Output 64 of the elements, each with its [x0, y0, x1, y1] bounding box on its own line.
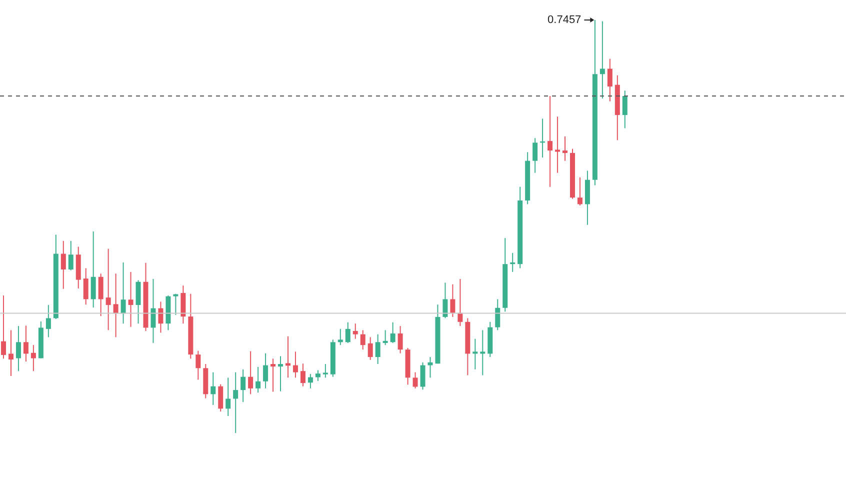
candlestick: [1, 294, 6, 360]
candlestick: [562, 136, 568, 162]
annotation: 0.7457: [548, 14, 582, 26]
candlestick: [173, 293, 178, 316]
candlestick: [226, 377, 231, 417]
candlestick: [8, 330, 14, 377]
candlestick: [46, 304, 51, 338]
candlestick: [382, 330, 388, 346]
candlestick: [495, 298, 500, 331]
candlestick: [68, 240, 74, 271]
candlestick: [577, 176, 582, 206]
candlestick: [60, 240, 66, 290]
candlestick: [106, 248, 111, 331]
candlestick: [128, 271, 134, 328]
candlestick: [412, 372, 418, 389]
candlestick: [510, 252, 516, 272]
candlestick: [398, 326, 403, 354]
candlestick: [390, 322, 396, 344]
candlestick: [218, 384, 224, 412]
candlestick: [248, 350, 254, 395]
candlestick: [420, 362, 426, 390]
candlestick: [308, 373, 313, 389]
candlestick: [450, 284, 456, 318]
candlestick: [375, 334, 380, 365]
candlestick: [263, 352, 268, 389]
candlestick: [83, 268, 88, 306]
candlestick: [240, 368, 246, 403]
candlestick: [180, 285, 186, 324]
candlestick: [360, 330, 366, 350]
candlestick: [472, 338, 478, 370]
candlestick: [233, 372, 238, 433]
candlestick: [256, 366, 261, 394]
candlestick: [300, 363, 306, 387]
candlestick: [368, 336, 373, 360]
candlestick: [600, 20, 605, 99]
candlestick: [442, 282, 448, 319]
candlestick: [480, 330, 486, 376]
candlestick: [607, 58, 612, 102]
candlestick: [548, 95, 553, 188]
candlestick: [458, 278, 463, 327]
candlestick: [210, 372, 216, 406]
candlestick: [292, 351, 298, 378]
candlestick: [428, 356, 433, 378]
candlestick: [352, 323, 358, 340]
candlestick: [120, 262, 126, 324]
candlestick: [285, 336, 290, 378]
candlestick: [270, 358, 276, 392]
candlestick: [278, 356, 284, 392]
candlestick: [555, 116, 560, 174]
candlestick: [196, 350, 201, 380]
candlestick: [90, 230, 96, 308]
candlestick: [98, 273, 104, 317]
candlestick: [158, 301, 164, 334]
candlestick: [622, 90, 628, 129]
candlestick: [532, 138, 538, 174]
candlestick: [345, 322, 350, 344]
candlestick: [30, 344, 36, 372]
candlestick: [23, 325, 28, 362]
candlestick: [338, 328, 343, 346]
candlestick: [322, 364, 328, 378]
candlestick: [315, 370, 320, 382]
candlestick: [16, 326, 21, 372]
candlestick: [136, 280, 141, 324]
candlestick: [150, 278, 156, 344]
